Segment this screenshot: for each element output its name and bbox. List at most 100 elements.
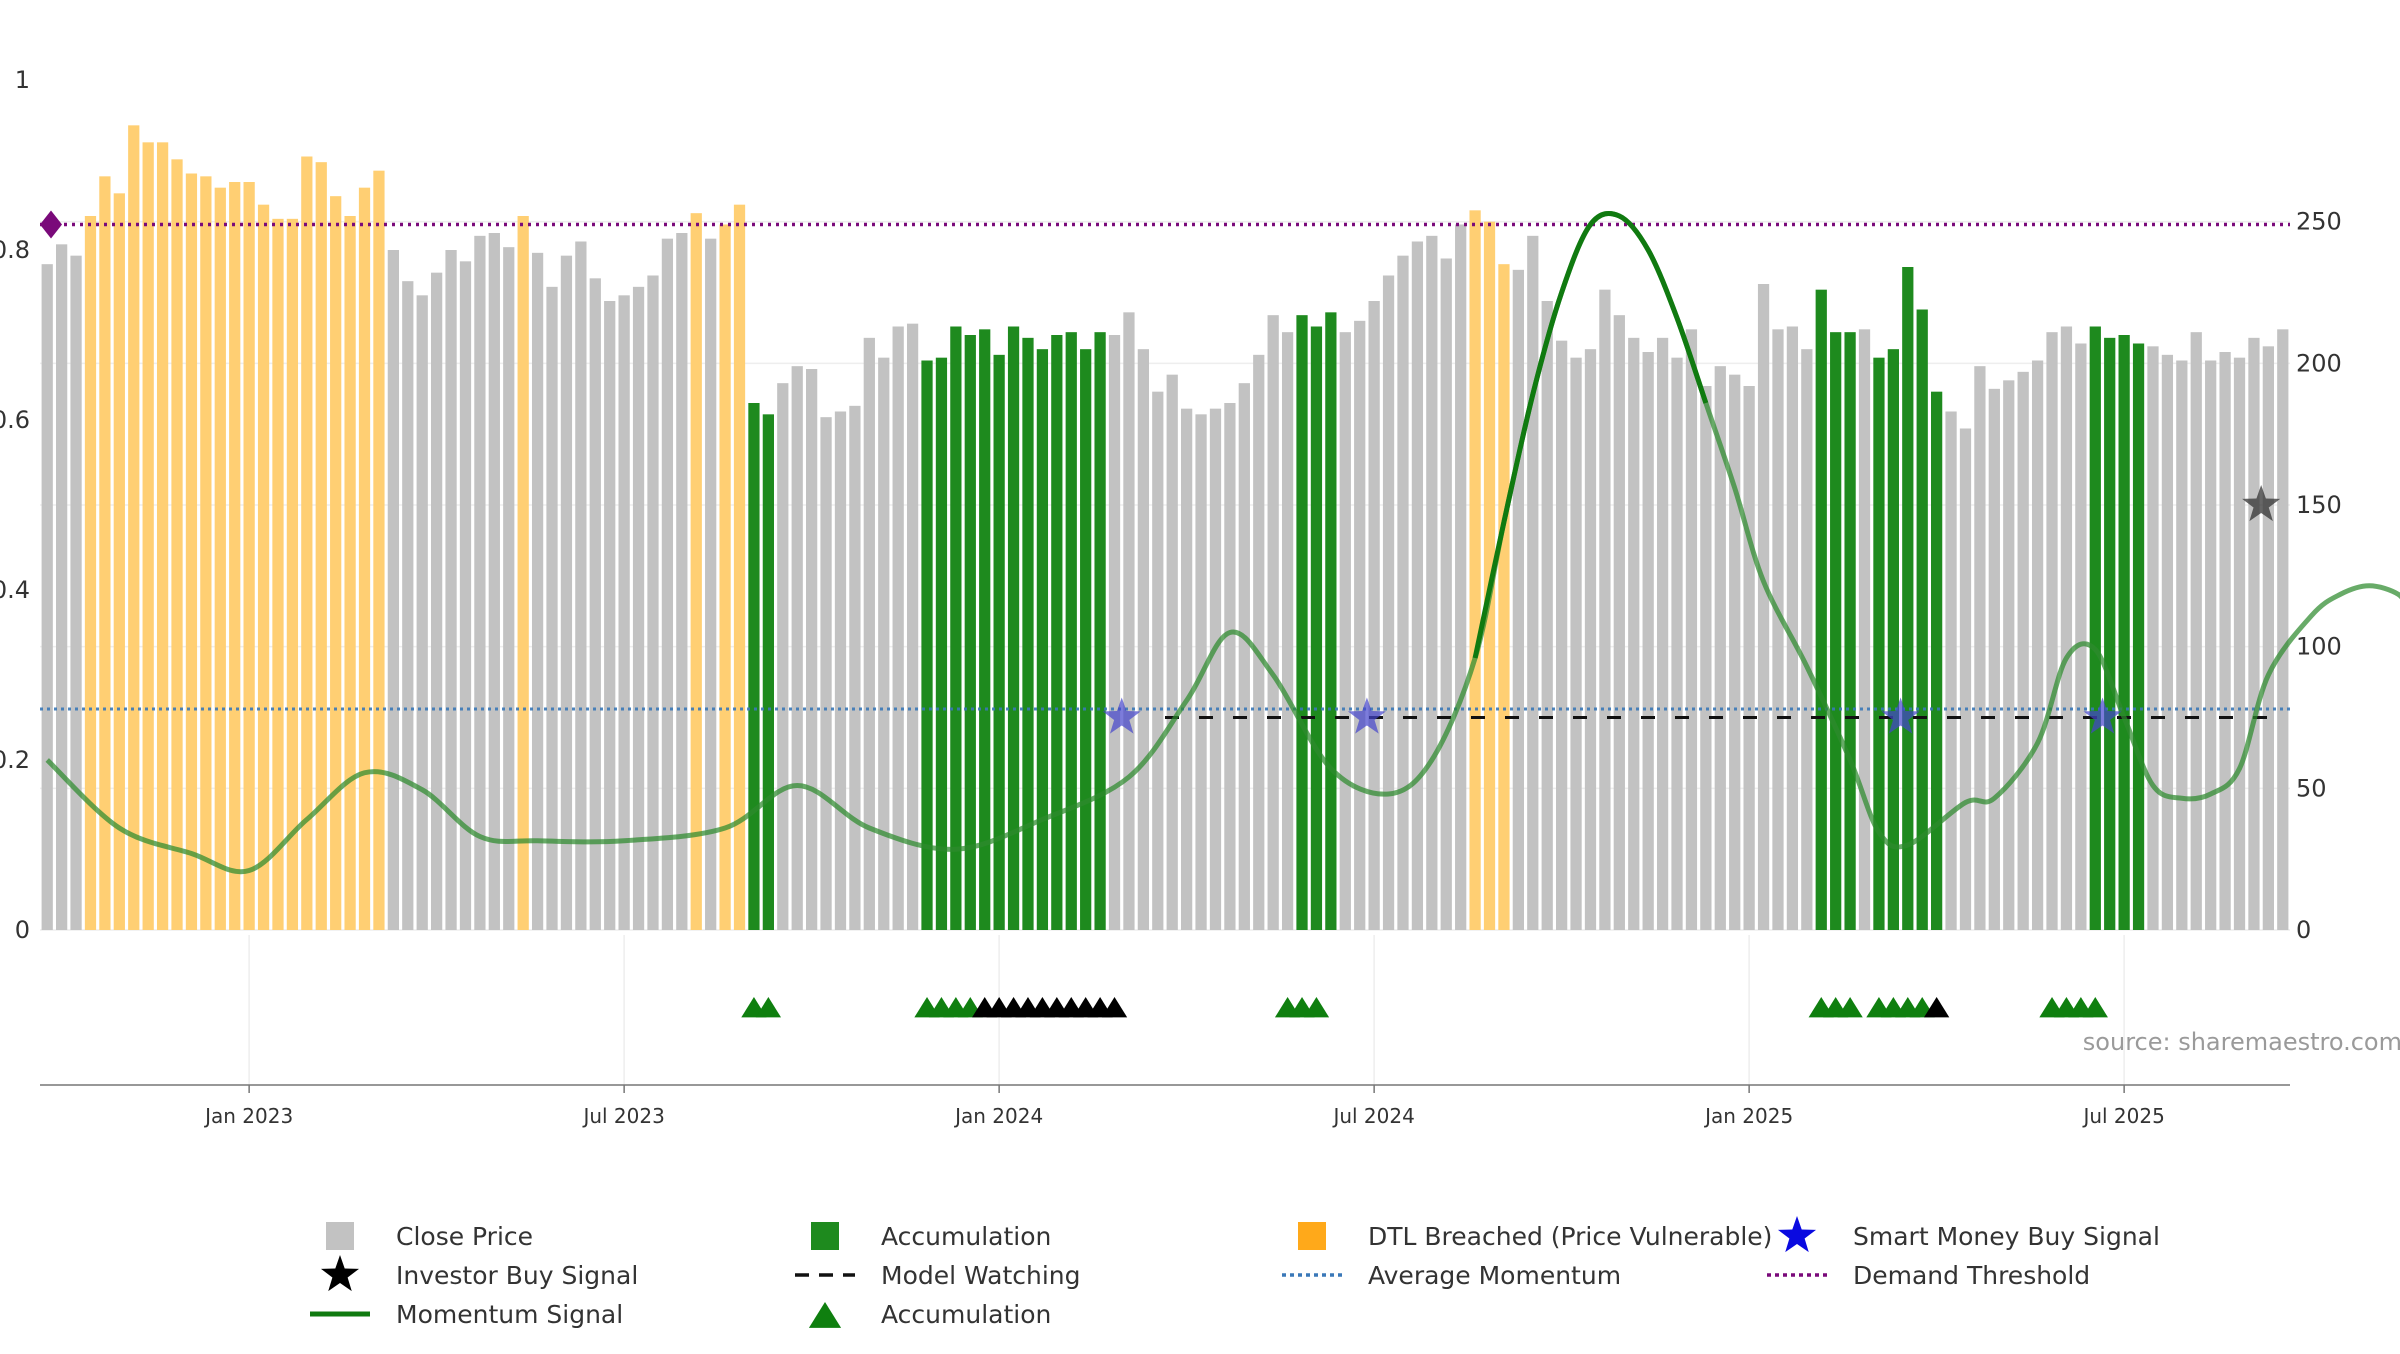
accumulation-bar xyxy=(1902,267,1914,930)
close-price-bar xyxy=(474,235,486,931)
accumulation-bar xyxy=(1094,332,1106,931)
close-price-bar xyxy=(1556,340,1568,931)
square-green-icon xyxy=(811,1222,839,1250)
legend: Close Price Accumulation DTL Breached (Pri… xyxy=(310,1216,2160,1329)
close-price-bar xyxy=(647,275,659,930)
accumulation-bar xyxy=(1873,357,1885,931)
dtl-breached-bar xyxy=(156,142,169,931)
close-price-bar xyxy=(2277,329,2289,930)
close-price-bar xyxy=(1137,349,1149,931)
close-price-bar xyxy=(503,247,515,930)
accumulation-bar xyxy=(762,414,774,930)
close-price-bar xyxy=(560,255,573,930)
legend-item: Investor Buy Signal xyxy=(320,1255,638,1292)
close-price-bar xyxy=(2205,360,2217,930)
accumulation-bar xyxy=(1815,289,1827,931)
green-triangle-icon xyxy=(808,1302,842,1328)
close-price-bar xyxy=(2031,360,2044,930)
close-price-bar xyxy=(56,244,68,931)
close-price-bar xyxy=(1123,312,1135,930)
dtl-breached-bar xyxy=(358,187,371,930)
investor-buy-signal xyxy=(2242,485,2281,522)
model-watching-marker xyxy=(1101,997,1128,1018)
legend-item: Model Watching xyxy=(795,1261,1081,1290)
dtl-breached-bar xyxy=(257,204,270,930)
x-axis-tick-label: Jan 2023 xyxy=(203,1104,293,1128)
accumulation-bar xyxy=(1065,332,1077,931)
legend-label: DTL Breached (Price Vulnerable) xyxy=(1368,1222,1772,1251)
dtl-breached-bar xyxy=(1498,264,1510,931)
close-price-bar xyxy=(2060,326,2073,930)
legend-item: Accumulation xyxy=(808,1300,1051,1329)
x-axis-tick-label: Jan 2024 xyxy=(953,1104,1043,1128)
close-price-bar xyxy=(1253,354,1265,930)
close-price-bar xyxy=(531,252,544,931)
dtl-breached-bar xyxy=(373,170,385,930)
close-price-bar xyxy=(1570,357,1582,931)
dtl-breached-bar xyxy=(344,216,356,930)
accumulation-bar xyxy=(748,403,760,930)
close-price-bar xyxy=(1628,337,1640,930)
legend-item: Accumulation xyxy=(811,1222,1051,1251)
close-price-bar xyxy=(1181,408,1193,931)
left-axis-tick-label: 0 xyxy=(15,916,30,944)
close-price-bar xyxy=(589,278,601,930)
close-price-bar xyxy=(1541,301,1553,930)
close-price-bar xyxy=(1757,284,1770,930)
close-price-bar xyxy=(1455,224,1467,930)
close-price-bar xyxy=(604,301,616,930)
accumulation-bar xyxy=(1844,332,1856,931)
accumulation-bar xyxy=(1830,332,1842,931)
right-axis-tick-label: 100 xyxy=(2296,633,2342,661)
close-price-bar xyxy=(1209,408,1222,931)
legend-label: Demand Threshold xyxy=(1853,1261,2090,1290)
legend-label: Accumulation xyxy=(881,1222,1051,1251)
close-price-bar xyxy=(1671,357,1683,931)
close-price-bar xyxy=(906,323,919,931)
accumulation-bar xyxy=(1022,337,1034,930)
dtl-breached-bar xyxy=(690,213,702,930)
close-price-bar xyxy=(2075,343,2087,930)
close-price-bar xyxy=(1613,315,1625,931)
left-axis-tick-label: 0.8 xyxy=(0,236,30,264)
close-price-bar xyxy=(416,295,428,930)
model-watching-marker xyxy=(1923,997,1950,1018)
accumulation-bar xyxy=(1931,391,1943,931)
accumulation-bar xyxy=(1007,326,1020,930)
close-price-bar xyxy=(575,241,587,930)
close-price-bar xyxy=(1858,329,1871,930)
source-label: source: sharemaestro.com xyxy=(2083,1028,2400,1056)
close-price-bar xyxy=(632,286,645,930)
smart-money-buy-signal xyxy=(1102,697,1141,734)
accumulation-marker xyxy=(1303,997,1330,1018)
legend-label: Average Momentum xyxy=(1368,1261,1621,1290)
close-price-bar xyxy=(1729,374,1741,931)
black-star-icon xyxy=(320,1255,360,1292)
right-axis-tick-label: 150 xyxy=(2296,491,2342,519)
close-price-bar xyxy=(431,272,443,931)
right-axis-tick-label: 250 xyxy=(2296,208,2342,236)
close-price-bar xyxy=(459,261,472,930)
close-price-bar xyxy=(70,255,82,930)
close-price-bar xyxy=(1224,403,1236,930)
close-price-bar xyxy=(1743,386,1755,930)
close-price-bar xyxy=(2003,380,2015,930)
axes: 0 0.2 0.4 0.6 0.8 1 0 50 100 150 200 250 Jan 2023 Jul… xyxy=(0,66,2342,1128)
dtl-breached-bar xyxy=(200,176,212,931)
close-price-bar xyxy=(1945,411,1957,930)
close-price-bar xyxy=(1959,428,1972,930)
legend-item: Momentum Signal xyxy=(310,1300,623,1329)
accumulation-bar xyxy=(1325,312,1337,930)
accumulation-bar xyxy=(1916,309,1928,930)
legend-item: Average Momentum xyxy=(1282,1261,1621,1290)
close-price-bar xyxy=(1786,326,1799,930)
x-axis-tick-label: Jul 2025 xyxy=(2081,1104,2164,1128)
accumulation-bar xyxy=(993,354,1005,930)
left-axis-tick-label: 1 xyxy=(15,66,30,94)
close-price-bar xyxy=(1108,335,1121,930)
accumulation-bar xyxy=(2132,343,2145,930)
close-price-bar xyxy=(445,250,457,930)
legend-item: DTL Breached (Price Vulnerable) xyxy=(1298,1222,1772,1251)
close-price-bar xyxy=(1152,391,1164,931)
